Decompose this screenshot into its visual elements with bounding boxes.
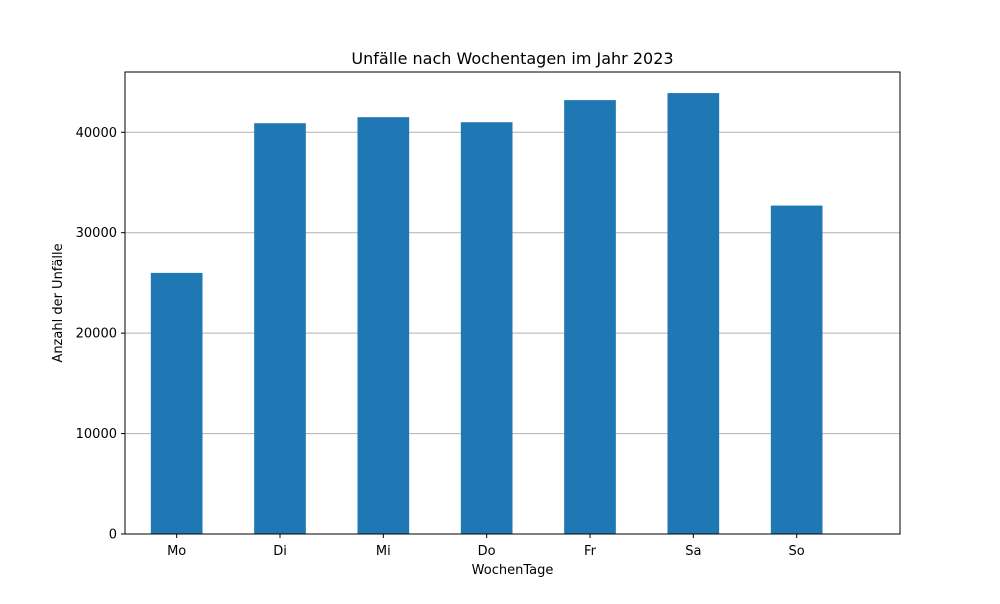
bars-layer — [150, 93, 823, 535]
bar-mi — [357, 117, 410, 535]
bar-do — [460, 122, 513, 534]
y-tick-label: 30000 — [76, 226, 117, 241]
x-tick-label: So — [789, 544, 805, 559]
y-tick-label: 40000 — [76, 126, 117, 141]
x-axis: Mo Di Mi Do Fr Sa So — [167, 534, 805, 559]
bar-so — [770, 205, 823, 535]
bar-di — [254, 123, 306, 534]
x-tick-label: Mi — [376, 544, 391, 559]
bar-sa — [667, 93, 720, 534]
plot-frame — [124, 71, 901, 535]
y-axis-label: Anzahl der Unfälle — [51, 243, 66, 362]
x-tick-label: Mo — [167, 544, 186, 559]
x-tick-label: Do — [478, 544, 496, 559]
x-tick-label: Sa — [685, 544, 701, 559]
x-tick-label: Di — [273, 544, 287, 559]
chart-title: Unfälle nach Wochentagen im Jahr 2023 — [351, 49, 673, 68]
x-tick-label: Fr — [584, 544, 597, 559]
bar-fr — [564, 100, 616, 535]
y-tick-label: 0 — [109, 528, 117, 543]
y-tick-label: 10000 — [76, 427, 117, 442]
x-axis-label: WochenTage — [472, 563, 554, 578]
y-tick-label: 20000 — [76, 327, 117, 342]
bar-mo — [150, 272, 203, 534]
y-axis: 0 10000 20000 30000 40000 — [76, 126, 125, 543]
